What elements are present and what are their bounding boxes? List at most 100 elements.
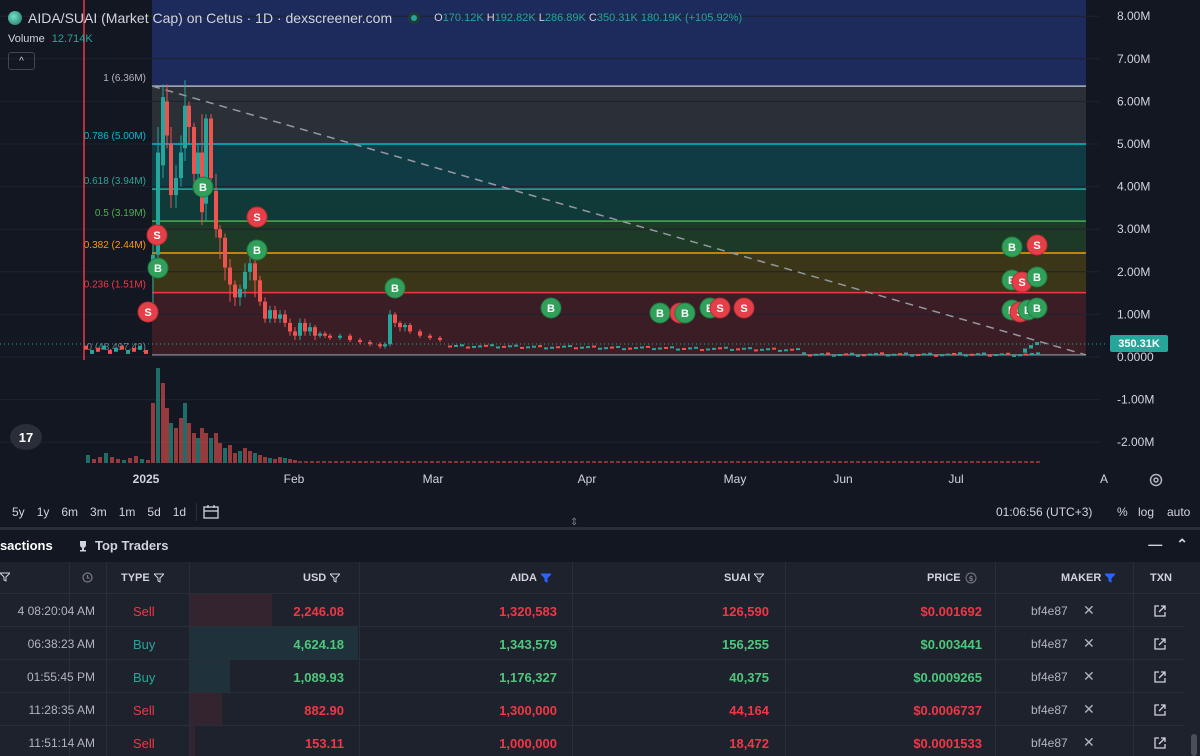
header-maker[interactable]: MAKER — [1061, 572, 1116, 584]
sell-marker[interactable]: S — [733, 297, 755, 319]
close-icon[interactable]: ✕ — [1083, 734, 1095, 750]
range-5y[interactable]: 5y — [12, 505, 25, 519]
fib-label: 0.5 (3.19M) — [95, 208, 146, 219]
volume-bar — [586, 461, 590, 463]
buy-marker[interactable]: B — [1026, 297, 1048, 319]
header-price[interactable]: PRICE $ — [927, 572, 977, 584]
price-axis-label: 8.00M — [1117, 9, 1150, 23]
candle-body — [253, 263, 257, 281]
gear-icon[interactable] — [1148, 472, 1164, 488]
candle-body — [574, 347, 578, 350]
row-maker[interactable]: bf4e87 — [1031, 703, 1068, 717]
sell-marker[interactable]: S — [246, 206, 268, 228]
external-link-icon[interactable] — [1154, 737, 1166, 749]
volume-bar — [412, 461, 416, 463]
table-row[interactable]: 11:28:35 AM Sell 882.90 1,300,000 44,164 $0.0… — [0, 693, 1185, 726]
header-aida[interactable]: AIDA — [510, 572, 551, 584]
volume-bar — [592, 461, 596, 463]
header-suai[interactable]: SUAI — [724, 572, 765, 584]
filter-icon[interactable] — [0, 572, 10, 582]
table-row[interactable]: 4 08:20:04 AM Sell 2,246.08 1,320,583 126,59… — [0, 594, 1185, 627]
panel-controls: — ⌃ — [1148, 536, 1188, 553]
row-maker[interactable]: bf4e87 — [1031, 736, 1068, 750]
external-link-icon[interactable] — [1154, 671, 1166, 683]
header-type[interactable]: TYPE — [121, 572, 164, 584]
table-scrollbar[interactable] — [1190, 594, 1198, 756]
tab-top-traders[interactable]: Top Traders — [77, 538, 168, 553]
header-usd[interactable]: USD — [303, 572, 341, 584]
volume-bar — [784, 461, 788, 463]
buy-marker[interactable]: B — [147, 257, 169, 279]
panel-resize-bar[interactable] — [0, 527, 1200, 530]
log-scale-toggle[interactable]: log — [1138, 505, 1155, 519]
sell-marker[interactable]: S — [146, 224, 168, 246]
candle-body — [388, 314, 392, 345]
date-range-icon[interactable] — [202, 504, 220, 520]
close-icon[interactable]: ✕ — [1083, 668, 1095, 684]
candle-body — [862, 354, 866, 357]
price-chart[interactable]: 1 (6.36M) 0.786 (5.00M) 0.618 (3.94M) 0.5 (… — [0, 0, 1200, 528]
row-date: 11:28:35 AM — [28, 703, 96, 717]
candle-body — [616, 346, 620, 349]
sell-marker[interactable]: S — [137, 301, 159, 323]
row-type: Sell — [133, 604, 155, 619]
row-maker[interactable]: bf4e87 — [1031, 637, 1068, 651]
range-6m[interactable]: 6m — [61, 505, 79, 519]
volume-bar — [514, 461, 518, 463]
buy-marker[interactable]: B — [246, 239, 268, 261]
candle-body — [682, 347, 686, 350]
close-icon[interactable]: ✕ — [1083, 701, 1095, 717]
sell-marker[interactable]: S — [1026, 234, 1048, 256]
table-row[interactable]: 01:55:45 PM Buy 1,089.93 1,176,327 40,375 $0.… — [0, 660, 1185, 693]
price-axis-label: 1.00M — [1117, 307, 1150, 321]
scrollbar-thumb[interactable] — [1191, 734, 1197, 756]
range-3m[interactable]: 3m — [90, 505, 107, 519]
buy-marker[interactable]: B — [1001, 236, 1023, 258]
external-link-icon[interactable] — [1154, 704, 1166, 716]
close-icon[interactable]: ✕ — [1083, 602, 1095, 618]
clock-timezone[interactable]: 01:06:56 (UTC+3) — [996, 505, 1093, 519]
candle-body — [1036, 352, 1040, 355]
buy-marker[interactable]: B — [1026, 266, 1048, 288]
buy-marker[interactable]: B — [384, 277, 406, 299]
range-1d[interactable]: 1d — [172, 505, 187, 519]
table-row[interactable]: 11:51:14 AM Sell 153.11 1,000,000 18,472 $0.0… — [0, 726, 1185, 756]
row-date: 01:55:45 PM — [26, 670, 95, 684]
fib-label: 0.382 (2.44M) — [84, 240, 146, 251]
row-maker[interactable]: bf4e87 — [1031, 670, 1068, 684]
range-5d[interactable]: 5d — [147, 505, 161, 519]
buy-marker[interactable]: B — [192, 176, 214, 198]
tab-transactions[interactable]: nsactions — [0, 538, 53, 553]
header-aida-label: AIDA — [510, 572, 537, 584]
minimize-icon[interactable]: — — [1148, 536, 1163, 552]
tradingview-logo[interactable]: 17 — [10, 424, 42, 450]
candle-body — [298, 322, 302, 336]
candle-body — [556, 346, 560, 349]
ohlc-high: 192.82K — [494, 12, 536, 24]
percent-scale-toggle[interactable]: % — [1117, 505, 1128, 519]
price-axis-label: 3.00M — [1117, 222, 1150, 236]
auto-scale-toggle[interactable]: auto — [1167, 505, 1191, 519]
range-1m[interactable]: 1m — [118, 505, 136, 519]
chart-canvas[interactable]: 1 (6.36M) 0.786 (5.00M) 0.618 (3.94M) 0.5 (… — [0, 0, 1200, 499]
dollar-icon: $ — [965, 572, 977, 584]
range-1y[interactable]: 1y — [36, 505, 50, 519]
row-maker[interactable]: bf4e87 — [1031, 604, 1068, 618]
volume-bar — [472, 461, 476, 463]
candle-body — [874, 352, 878, 355]
external-link-icon[interactable] — [1154, 638, 1166, 650]
sell-marker[interactable]: S — [709, 297, 731, 319]
volume-bar — [454, 461, 458, 463]
row-usd: 153.11 — [304, 736, 344, 751]
resize-handle-icon[interactable]: ⇕ — [570, 517, 579, 528]
table-row[interactable]: 06:38:23 AM Buy 4,624.18 1,343,579 156,255 $0… — [0, 627, 1185, 660]
buy-marker[interactable]: B — [649, 302, 671, 324]
buy-marker[interactable]: B — [674, 302, 696, 324]
buy-marker[interactable]: B — [540, 297, 562, 319]
close-icon[interactable]: ✕ — [1083, 635, 1095, 651]
collapse-legend-button[interactable]: ^ — [8, 52, 35, 70]
external-link-icon[interactable] — [1154, 605, 1166, 617]
chevron-up-double-icon[interactable]: ⌃ — [1176, 536, 1188, 552]
volume-bar — [104, 453, 108, 463]
clock-icon[interactable] — [82, 572, 93, 583]
